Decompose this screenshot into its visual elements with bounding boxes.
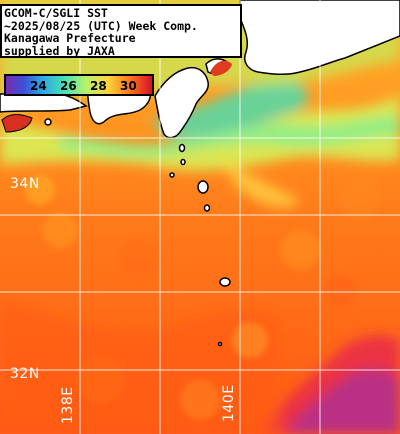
- land-warm-edge: [1, 60, 232, 133]
- caption-line-3: Kanagawa Prefecture: [4, 31, 136, 45]
- colorbar-tick-28: 28: [90, 79, 107, 93]
- texture: [25, 175, 380, 420]
- caption-line-1: GCOM-C/SGLI SST: [4, 6, 108, 20]
- sst-colorbar: 24 26 28 30: [4, 74, 154, 96]
- lon-label-140e: 140E: [221, 384, 237, 422]
- lat-label-34n: 34N: [10, 176, 40, 192]
- map-caption: GCOM-C/SGLI SST ~2025/08/25 (UTC) Week C…: [0, 4, 242, 58]
- lat-label-32n: 32N: [10, 366, 40, 382]
- land-mainland: [0, 0, 400, 139]
- izu-islands: [44, 118, 231, 347]
- caption-line-4: supplied by JAXA: [4, 43, 115, 58]
- lon-label-138e: 138E: [60, 386, 76, 424]
- colorbar-tick-24: 24: [30, 79, 47, 93]
- colorbar-tick-30: 30: [120, 79, 137, 93]
- caption-line-2: ~2025/08/25 (UTC) Week Comp.: [4, 18, 198, 33]
- colorbar-tick-26: 26: [60, 79, 77, 93]
